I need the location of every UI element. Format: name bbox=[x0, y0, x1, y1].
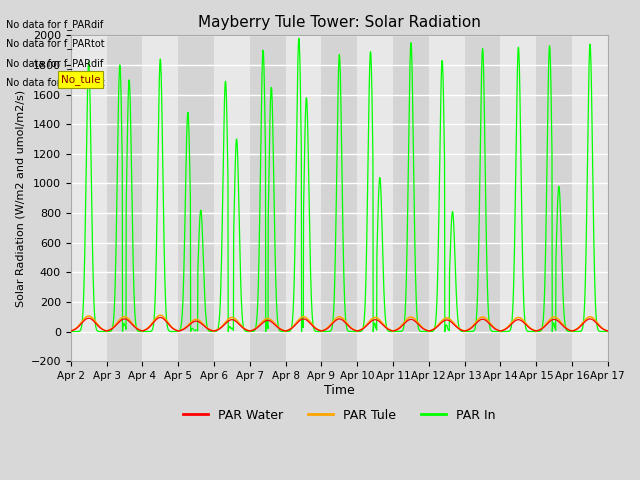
PAR Water bbox=[67, 328, 75, 334]
Title: Mayberry Tule Tower: Solar Radiation: Mayberry Tule Tower: Solar Radiation bbox=[198, 15, 481, 30]
PAR Tule bbox=[495, 328, 503, 334]
Bar bbox=[142, 36, 178, 361]
Bar bbox=[250, 36, 285, 361]
PAR Tule bbox=[156, 312, 164, 318]
Y-axis label: Solar Radiation (W/m2 and umol/m2/s): Solar Radiation (W/m2 and umol/m2/s) bbox=[15, 90, 25, 307]
Bar bbox=[357, 36, 393, 361]
Bar bbox=[71, 36, 107, 361]
PAR In bbox=[217, 287, 225, 293]
PAR Water bbox=[156, 314, 164, 320]
PAR In bbox=[295, 36, 303, 41]
PAR Water bbox=[217, 325, 225, 331]
Bar bbox=[393, 36, 429, 361]
PAR Tule bbox=[604, 328, 612, 334]
Bar bbox=[500, 36, 536, 361]
PAR In bbox=[367, 49, 374, 55]
PAR Tule bbox=[174, 328, 182, 334]
Text: No data for f_PARtot: No data for f_PARtot bbox=[6, 38, 105, 49]
PAR Tule bbox=[557, 319, 564, 325]
Line: PAR In: PAR In bbox=[71, 38, 608, 332]
Text: No data for f_PARdif: No data for f_PARdif bbox=[6, 58, 104, 69]
PAR Water bbox=[174, 328, 182, 334]
PAR Water bbox=[572, 327, 579, 333]
PAR In bbox=[495, 329, 503, 335]
Bar bbox=[107, 36, 142, 361]
PAR Tule bbox=[572, 327, 579, 333]
PAR In bbox=[604, 329, 612, 335]
PAR Tule bbox=[367, 317, 374, 323]
PAR Tule bbox=[217, 324, 225, 330]
PAR Tule bbox=[355, 327, 363, 333]
Bar bbox=[429, 36, 465, 361]
Text: No data for f_PARtot: No data for f_PARtot bbox=[6, 77, 105, 88]
Legend: PAR Water, PAR Tule, PAR In: PAR Water, PAR Tule, PAR In bbox=[178, 404, 500, 427]
Line: PAR Water: PAR Water bbox=[71, 317, 608, 331]
Bar bbox=[285, 36, 321, 361]
Bar bbox=[536, 36, 572, 361]
PAR In bbox=[67, 329, 75, 335]
Line: PAR Tule: PAR Tule bbox=[71, 315, 608, 331]
PAR In bbox=[557, 217, 564, 223]
PAR Water bbox=[367, 319, 374, 324]
PAR Water bbox=[557, 321, 564, 326]
Bar bbox=[214, 36, 250, 361]
PAR Water bbox=[604, 328, 612, 334]
Text: No_tule: No_tule bbox=[61, 74, 100, 85]
X-axis label: Time: Time bbox=[324, 384, 355, 396]
PAR Water bbox=[495, 328, 503, 334]
Bar bbox=[178, 36, 214, 361]
PAR In bbox=[572, 329, 579, 335]
Text: No data for f_PARdif: No data for f_PARdif bbox=[6, 19, 104, 30]
Bar bbox=[321, 36, 357, 361]
PAR In bbox=[355, 329, 363, 335]
Bar bbox=[465, 36, 500, 361]
PAR In bbox=[118, 329, 126, 335]
Bar bbox=[572, 36, 608, 361]
PAR Water bbox=[355, 328, 363, 334]
PAR Tule bbox=[67, 328, 75, 334]
